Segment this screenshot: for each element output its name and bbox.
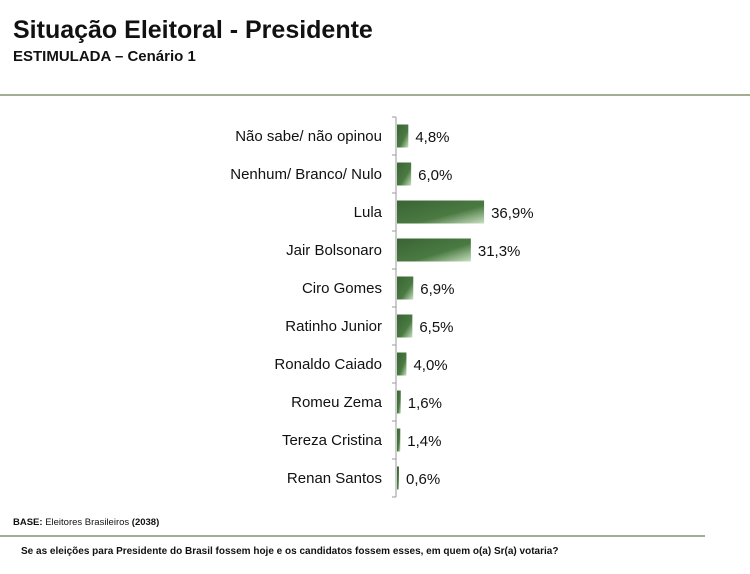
category-label: Renan Santos — [287, 470, 382, 487]
base-note: BASE: Eleitores Brasileiros (2038) — [13, 517, 160, 528]
value-label: 0,6% — [406, 471, 440, 488]
value-label: 1,6% — [408, 395, 442, 412]
category-label: Ratinho Junior — [285, 318, 382, 335]
bar — [397, 390, 401, 414]
category-label: Romeu Zema — [291, 394, 383, 411]
bar — [397, 428, 401, 452]
value-label: 31,3% — [478, 243, 521, 260]
category-label: Lula — [354, 204, 383, 221]
value-label: 1,4% — [407, 433, 441, 450]
value-label: 6,9% — [420, 281, 454, 298]
bar — [397, 314, 413, 338]
value-label: 6,0% — [418, 167, 452, 184]
bar — [397, 124, 409, 148]
bar — [397, 162, 412, 186]
category-label: Não sabe/ não opinou — [235, 128, 382, 145]
category-label: Ciro Gomes — [302, 280, 382, 297]
category-label: Jair Bolsonaro — [286, 242, 382, 259]
footer-divider — [0, 535, 705, 537]
category-label: Ronaldo Caiado — [274, 356, 382, 373]
bar — [397, 238, 471, 262]
bar — [397, 352, 407, 376]
bar — [397, 200, 485, 224]
header-divider — [0, 94, 750, 96]
bar — [397, 276, 414, 300]
value-label: 36,9% — [491, 205, 534, 222]
category-label: Tereza Cristina — [282, 432, 383, 449]
category-label: Nenhum/ Branco/ Nulo — [230, 166, 382, 183]
page-subtitle: ESTIMULADA – Cenário 1 — [13, 48, 196, 65]
value-label: 4,8% — [415, 129, 449, 146]
page-title: Situação Eleitoral - Presidente — [13, 16, 373, 44]
survey-question: Se as eleições para Presidente do Brasil… — [21, 546, 559, 557]
value-label: 4,0% — [413, 357, 447, 374]
bar — [397, 466, 399, 490]
value-label: 6,5% — [419, 319, 453, 336]
